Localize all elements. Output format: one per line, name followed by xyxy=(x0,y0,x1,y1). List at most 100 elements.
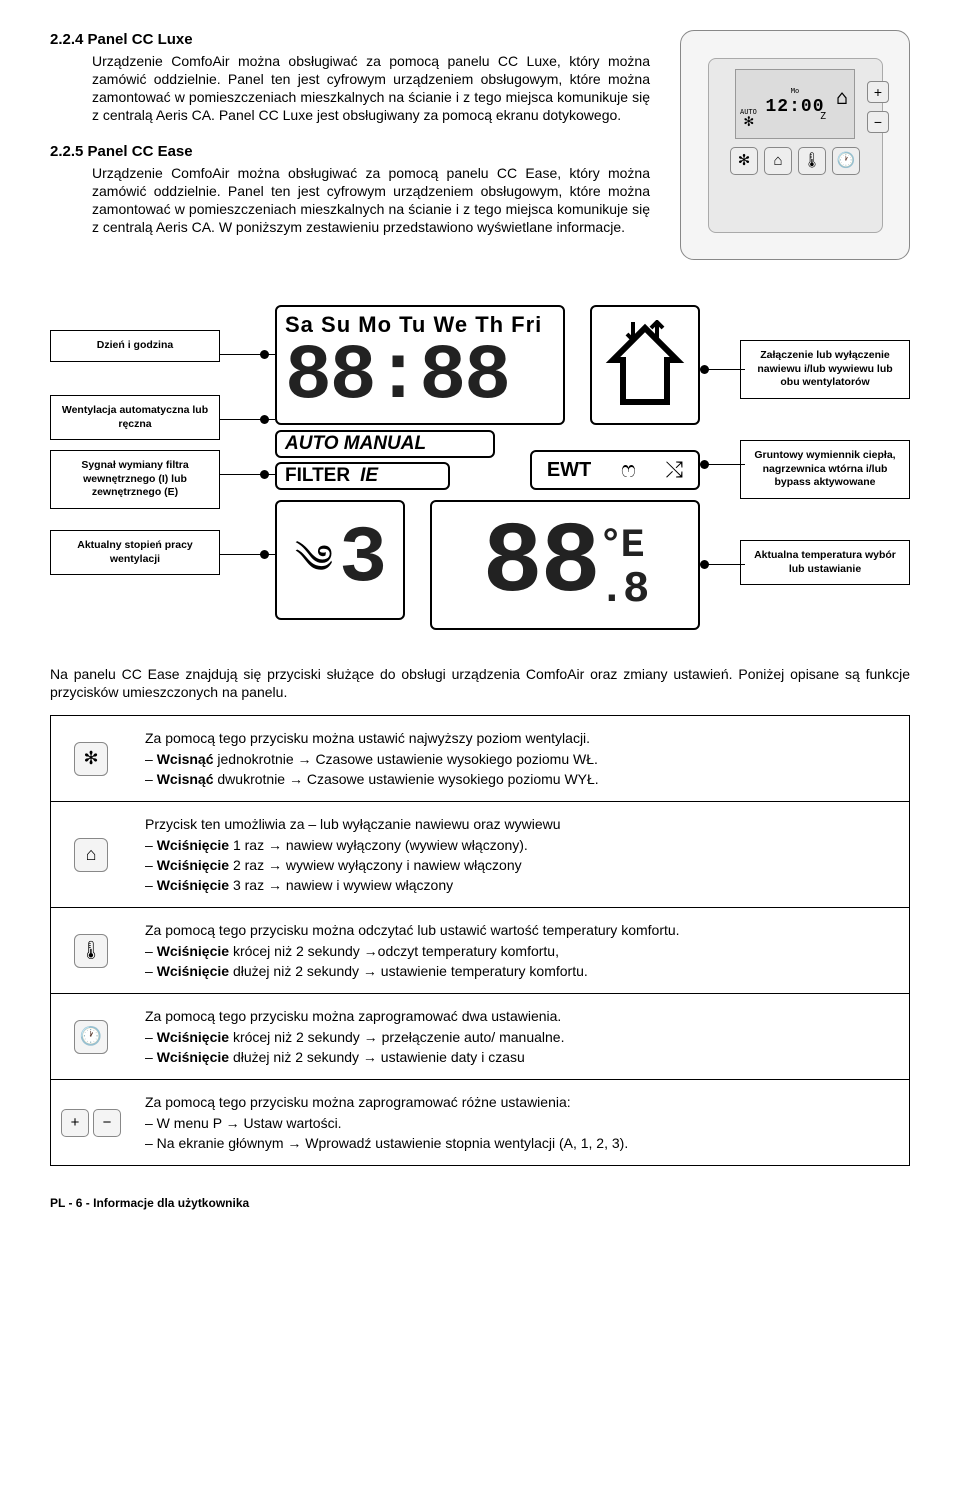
line: – Wciśnięcie 3 raz → nawiew i wywiew włą… xyxy=(145,875,895,895)
device-button-row: ✻ ⌂ 🌡 🕐 xyxy=(730,147,860,175)
thermometer-icon-button: 🌡 xyxy=(74,934,108,968)
plus-button[interactable]: + xyxy=(867,81,889,103)
t: 1 raz → nawiew wyłączony (wywiew włączon… xyxy=(229,837,528,853)
t: Wciśnięcie xyxy=(157,837,229,853)
t: – xyxy=(145,943,157,959)
plus-minus-column: + − xyxy=(867,81,889,133)
connector xyxy=(220,474,275,475)
connector xyxy=(705,369,745,370)
func-text: Za pomocą tego przycisku można ustawić n… xyxy=(131,716,909,801)
func-row-plusminus: + − Za pomocą tego przycisku można zapro… xyxy=(51,1079,909,1165)
t: 2 raz → wywiew wyłączony i nawiew włączo… xyxy=(229,857,522,873)
t: jednokrotnie → Czasowe ustawienie wysoki… xyxy=(214,751,598,767)
section-224: 2.2.4 Panel CC Luxe Urządzenie ComfoAir … xyxy=(50,30,650,124)
t: – xyxy=(145,857,157,873)
t: – xyxy=(145,771,157,787)
section-225: 2.2.5 Panel CC Ease Urządzenie ComfoAir … xyxy=(50,142,650,236)
section-224-heading: 2.2.4 Panel CC Luxe xyxy=(50,30,650,50)
device-panel-illustration: Mo 12:00 AUTO ✻ Z ⌂ ✻ ⌂ 🌡 🕐 + − xyxy=(680,30,910,260)
line: Przycisk ten umożliwia za – lub wyłączan… xyxy=(145,814,895,834)
lcd-8888: 88:88 xyxy=(285,340,555,414)
func-text: Za pomocą tego przycisku można zaprogram… xyxy=(131,1080,909,1165)
page-footer: PL - 6 - Informacje dla użytkownika xyxy=(50,1196,910,1212)
t: – xyxy=(145,1049,157,1065)
lcd-temp-box: 88 ° E .8 xyxy=(430,500,700,630)
thermometer-button[interactable]: 🌡 xyxy=(798,147,826,175)
connector xyxy=(220,554,275,555)
lcd-fanlevel-box: ༄ 3 xyxy=(275,500,405,620)
func-text: Za pomocą tego przycisku można odczytać … xyxy=(131,908,909,993)
t: Wciśnięcie xyxy=(157,877,229,893)
t: Wcisnąć xyxy=(157,771,214,787)
t: krócej niż 2 sekundy →odczyt temperatury… xyxy=(229,943,559,959)
func-row-clock: 🕐 Za pomocą tego przycisku można zaprogr… xyxy=(51,993,909,1079)
callout-ewt: Gruntowy wymiennik ciepła, nagrzewnica w… xyxy=(740,440,910,499)
t: – xyxy=(145,751,157,767)
line: – Wciśnięcie dłużej niż 2 sekundy → usta… xyxy=(145,1047,895,1067)
lcd-day: Mo xyxy=(791,87,799,96)
bypass-icon: ⤭ xyxy=(666,456,684,485)
connector xyxy=(705,464,745,465)
coil-icon: ෆ xyxy=(621,456,636,485)
t: Wciśnięcie xyxy=(157,1029,229,1045)
connector xyxy=(220,354,275,355)
top-row: 2.2.4 Panel CC Luxe Urządzenie ComfoAir … xyxy=(50,30,910,260)
func-row-thermo: 🌡 Za pomocą tego przycisku można odczyta… xyxy=(51,907,909,993)
fan-waves-icon: ༄ xyxy=(295,534,333,586)
t: – xyxy=(145,837,157,853)
connector xyxy=(220,419,275,420)
line: – Wcisnąć dwukrotnie → Czasowe ustawieni… xyxy=(145,769,895,789)
plus-minus-row: + − xyxy=(61,1109,121,1137)
line: Za pomocą tego przycisku można zaprogram… xyxy=(145,1006,895,1026)
icon-cell: ✻ xyxy=(51,716,131,801)
t: Wcisnąć xyxy=(157,751,214,767)
t: – xyxy=(145,877,157,893)
fan-button[interactable]: ✻ xyxy=(730,147,758,175)
t: krócej niż 2 sekundy → przełączenie auto… xyxy=(229,1029,564,1045)
t: – xyxy=(145,963,157,979)
fan-icon: ✻ xyxy=(744,111,754,132)
line: Za pomocą tego przycisku można zaprogram… xyxy=(145,1092,895,1112)
icon-cell: 🕐 xyxy=(51,994,131,1079)
lcd-ewt-box: EWT ෆ ⤭ xyxy=(530,450,700,490)
house-icon-button: ⌂ xyxy=(74,838,108,872)
section-224-title: Panel CC Luxe xyxy=(88,31,193,48)
plus-icon-button: + xyxy=(61,1109,89,1137)
line: – Wciśnięcie 1 raz → nawiew wyłączony (w… xyxy=(145,835,895,855)
t: dłużej niż 2 sekundy → ustawienie temper… xyxy=(229,963,588,979)
device-inner: Mo 12:00 AUTO ✻ Z ⌂ ✻ ⌂ 🌡 🕐 xyxy=(708,58,883,233)
section-225-body: Urządzenie ComfoAir można obsługiwać za … xyxy=(92,164,650,237)
minus-button[interactable]: − xyxy=(867,111,889,133)
top-text-column: 2.2.4 Panel CC Luxe Urządzenie ComfoAir … xyxy=(50,30,650,260)
t: dłużej niż 2 sekundy → ustawienie daty i… xyxy=(229,1049,525,1065)
lcd-automanual: AUTO MANUAL xyxy=(285,432,426,457)
line: – Na ekranie głównym → Wprowadź ustawien… xyxy=(145,1133,895,1153)
house-button[interactable]: ⌂ xyxy=(764,147,792,175)
t: dwukrotnie → Czasowe ustawienie wysokieg… xyxy=(214,771,599,787)
callout-day-time: Dzień i godzina xyxy=(50,330,220,362)
lcd-filter-box: FILTER IE xyxy=(275,462,450,490)
lcd-z: Z xyxy=(820,110,826,123)
section-225-heading: 2.2.5 Panel CC Ease xyxy=(50,142,650,162)
lcd-time-box: Sa Su Mo Tu We Th Fri 88:88 xyxy=(275,305,565,425)
t: Wciśnięcie xyxy=(157,1049,229,1065)
device-lcd: Mo 12:00 AUTO ✻ Z ⌂ xyxy=(735,69,855,139)
icon-cell: + − xyxy=(51,1080,131,1165)
lcd-temp-big: 88 xyxy=(483,515,599,615)
callout-fan-level: Aktualny stopień pracy wentylacji xyxy=(50,530,220,575)
lcd-automanual-box: AUTO MANUAL xyxy=(275,430,495,458)
lcd-filter: FILTER xyxy=(285,464,350,489)
lcd-ewt: EWT xyxy=(547,457,591,483)
line: – Wciśnięcie krócej niż 2 sekundy → prze… xyxy=(145,1027,895,1047)
callout-filter: Sygnał wymiany filtra wewnętrznego (I) l… xyxy=(50,450,220,509)
line: Za pomocą tego przycisku można ustawić n… xyxy=(145,728,895,748)
house-arrows-icon xyxy=(605,320,685,410)
clock-button[interactable]: 🕐 xyxy=(832,147,860,175)
section-225-num: 2.2.5 xyxy=(50,143,83,160)
lcd-fan-digit: 3 xyxy=(339,508,385,612)
lcd-temp-small: .8 xyxy=(599,573,648,608)
section-224-num: 2.2.4 xyxy=(50,31,83,48)
lcd-ie: IE xyxy=(360,464,378,489)
line: – W menu P → Ustaw wartości. xyxy=(145,1113,895,1133)
clock-icon-button: 🕐 xyxy=(74,1020,108,1054)
